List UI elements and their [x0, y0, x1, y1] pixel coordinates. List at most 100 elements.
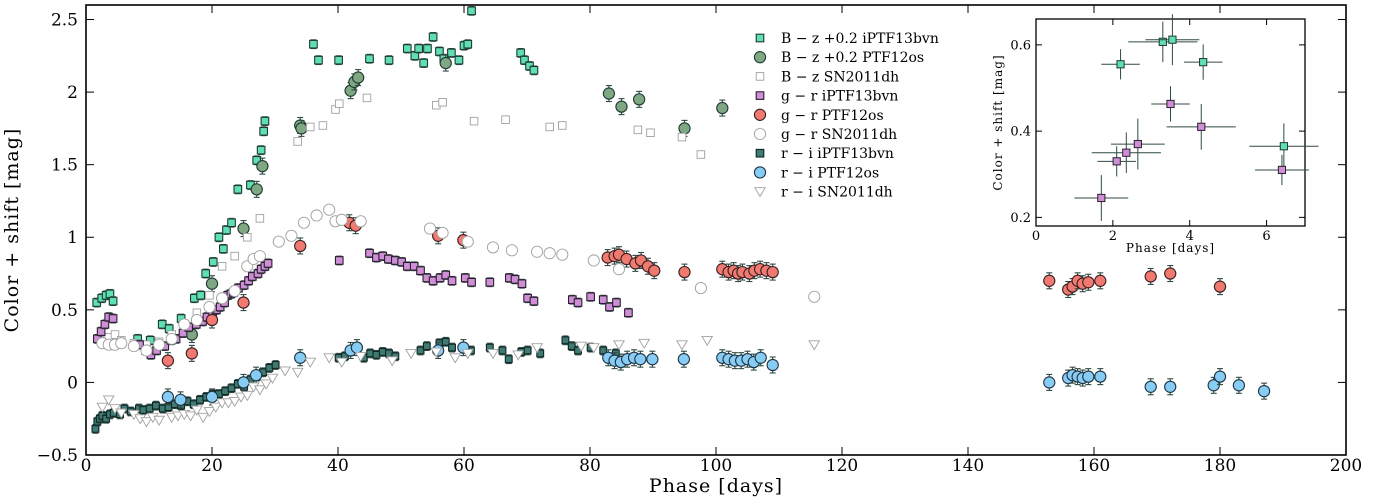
data-point: [423, 44, 432, 53]
legend-marker: [753, 51, 767, 64]
legend-label: g − r iPTF13bvn: [781, 89, 898, 105]
data-point: [467, 6, 476, 16]
inset-x-axis-title: Phase [days]: [1126, 241, 1215, 255]
data-point: [161, 390, 175, 404]
data-point: [352, 71, 365, 84]
data-point: [294, 239, 307, 253]
data-point: [256, 159, 269, 173]
data-point: [441, 270, 451, 280]
data-point: [498, 346, 507, 355]
data-point: [1094, 370, 1107, 383]
data-point: [678, 122, 691, 135]
data-point: [605, 302, 614, 312]
data-point: [505, 244, 518, 257]
data-point: [222, 398, 235, 409]
data-point: [334, 256, 344, 265]
data-point: [233, 185, 243, 194]
data-point: [228, 396, 241, 408]
data-point: [205, 277, 219, 290]
data-point: [633, 125, 643, 135]
legend-marker: [753, 127, 767, 141]
data-point: [436, 226, 449, 239]
data-point: [227, 218, 236, 228]
data-point: [108, 296, 118, 306]
data-point: [304, 357, 317, 368]
data-point: [295, 122, 308, 135]
y-tick-label: 2: [67, 83, 78, 103]
data-point: [174, 393, 187, 406]
x-tick-label: 100: [700, 456, 732, 476]
data-point: [216, 292, 229, 305]
inset-data-point: [1197, 122, 1206, 131]
series-5: [96, 203, 821, 357]
data-point: [531, 245, 544, 258]
inset-frame: [1035, 18, 1306, 227]
data-point: [766, 265, 779, 279]
data-point: [485, 277, 495, 287]
data-point: [435, 47, 444, 56]
inset-data-point: [1097, 193, 1106, 203]
data-point: [153, 338, 166, 351]
data-point: [598, 295, 608, 305]
data-point: [294, 351, 307, 364]
data-point: [517, 279, 527, 289]
legend-marker: [753, 166, 767, 179]
data-point: [536, 349, 545, 358]
data-point: [293, 137, 302, 146]
data-point: [615, 100, 628, 113]
data-point: [556, 248, 569, 261]
data-point: [362, 93, 372, 103]
data-point: [237, 296, 250, 309]
data-point: [165, 412, 178, 424]
data-point: [648, 264, 661, 277]
data-point: [1144, 270, 1157, 283]
data-point: [279, 366, 292, 377]
legend-marker: [753, 108, 767, 121]
data-point: [102, 395, 115, 406]
data-point: [504, 355, 513, 364]
x-axis-title: Phase [days]: [649, 475, 783, 497]
data-point: [441, 337, 450, 346]
data-point: [428, 32, 438, 42]
data-point: [250, 183, 263, 196]
data-point: [222, 225, 231, 235]
inset-data-point: [1116, 60, 1125, 69]
data-point: [255, 214, 265, 223]
data-point: [310, 209, 323, 222]
data-point: [463, 39, 473, 49]
data-point: [694, 282, 707, 295]
data-point: [646, 353, 659, 366]
data-point: [108, 314, 118, 323]
data-point: [448, 343, 456, 352]
inset-y-tick-label: 0.6: [1010, 38, 1031, 53]
data-point: [1257, 384, 1271, 398]
data-point: [249, 369, 263, 382]
data-point: [531, 343, 544, 354]
data-point: [203, 300, 216, 313]
data-point: [209, 402, 222, 413]
data-point: [203, 407, 216, 418]
data-point: [419, 58, 429, 68]
data-point: [217, 262, 227, 271]
data-point: [151, 401, 160, 410]
data-point: [575, 341, 588, 352]
data-point: [241, 391, 254, 402]
data-point: [1213, 370, 1227, 383]
data-point: [306, 122, 315, 132]
data-point: [646, 128, 655, 137]
legend: B − z +0.2 iPTF13bvn B − z +0.2 PTF12os B …: [753, 31, 939, 201]
inset-y-tick-label: 0.4: [1010, 125, 1031, 140]
data-point: [127, 340, 140, 353]
data-point: [1082, 276, 1095, 289]
x-tick-label: 180: [1204, 456, 1236, 476]
data-point: [184, 411, 197, 422]
legend-marker: [755, 148, 765, 158]
x-tick-label: 200: [1330, 456, 1362, 476]
data-point: [157, 320, 167, 329]
data-point: [178, 318, 191, 331]
data-point: [323, 353, 336, 364]
data-point: [165, 332, 178, 345]
legend-marker: [755, 72, 765, 81]
data-point: [335, 357, 348, 368]
